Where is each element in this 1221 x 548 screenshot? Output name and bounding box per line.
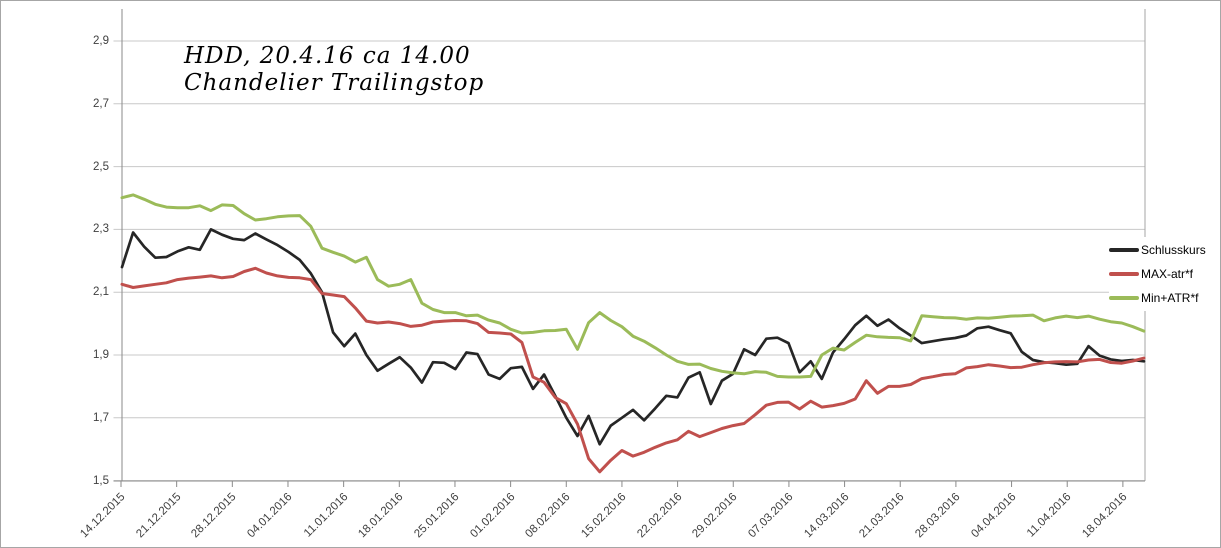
legend-label: Schlusskurs bbox=[1141, 243, 1206, 257]
chart-title-line1: HDD, 20.4.16 ca 14.00 bbox=[184, 43, 471, 69]
y-axis-label: 1,5 bbox=[93, 474, 109, 487]
legend-item-schlusskurs: Schlusskurs bbox=[1109, 238, 1213, 262]
y-axis-label: 2,3 bbox=[93, 223, 109, 236]
y-axis-label: 1,7 bbox=[93, 411, 109, 424]
legend-label: MAX-atr*f bbox=[1141, 267, 1194, 281]
legend-item-min-atr: Min+ATR*f bbox=[1109, 286, 1213, 310]
y-axis-label: 2,7 bbox=[93, 97, 109, 110]
y-axis-label: 1,9 bbox=[93, 349, 109, 361]
y-axis-label: 2,9 bbox=[93, 35, 109, 47]
legend-item-max-atr: MAX-atr*f bbox=[1109, 262, 1213, 286]
series-line-schlusskurs bbox=[120, 228, 1146, 446]
series-line-min-atr-f bbox=[120, 193, 1146, 379]
legend-swatch-line-red bbox=[1109, 272, 1139, 276]
chart-title: HDD, 20.4.16 ca 14.00 Chandelier Trailin… bbox=[184, 43, 484, 97]
y-axis-label: 2,1 bbox=[93, 286, 109, 299]
legend-swatch-line-green bbox=[1109, 296, 1139, 300]
legend-label: Min+ATR*f bbox=[1141, 291, 1199, 305]
chart-title-line2: Chandelier Trailingstop bbox=[184, 70, 485, 96]
legend: Schlusskurs MAX-atr*f Min+ATR*f bbox=[1109, 237, 1213, 311]
y-axis-label: 2,5 bbox=[93, 160, 109, 173]
series-line-max-atr-f bbox=[120, 266, 1146, 474]
legend-swatch-line-black bbox=[1109, 248, 1139, 252]
